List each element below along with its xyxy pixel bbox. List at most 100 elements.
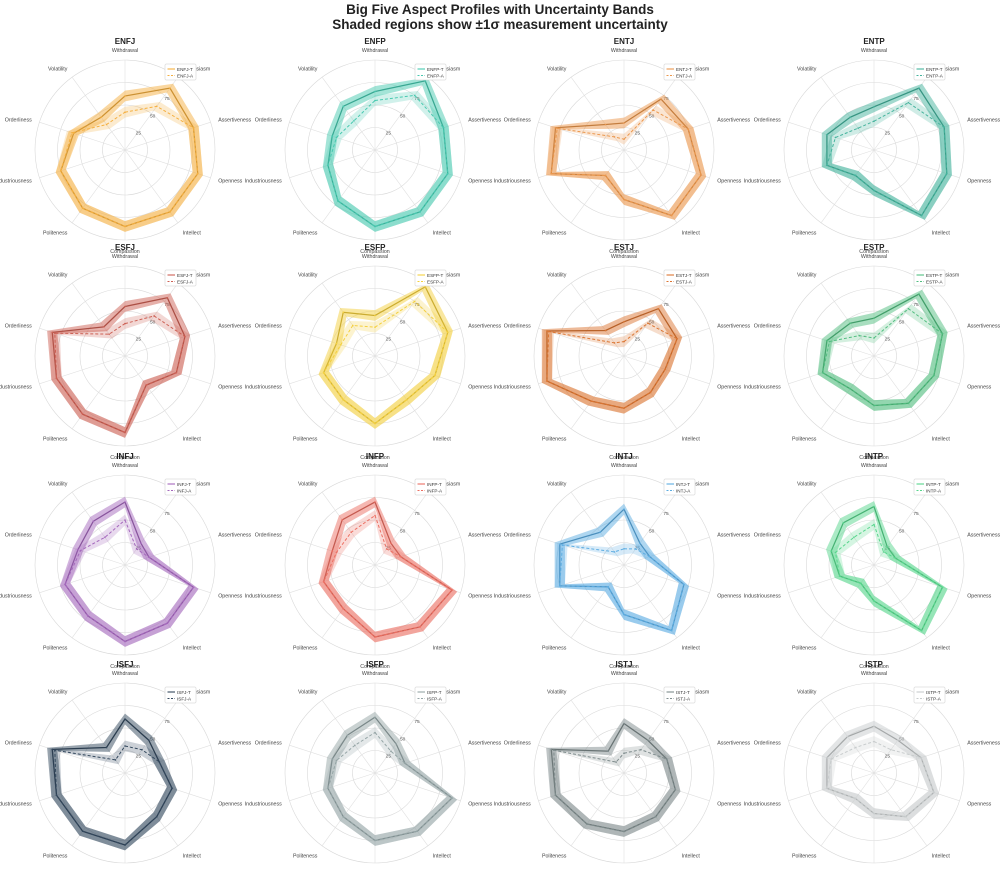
data-point xyxy=(873,812,875,815)
data-point xyxy=(100,116,102,119)
radar-panel-entp: ENTP Withdrawal Enthusiasm Assertiveness Ope… xyxy=(744,37,1000,255)
data-point xyxy=(846,735,849,738)
data-point xyxy=(842,521,845,524)
data-point xyxy=(920,214,923,217)
series-enfj-a xyxy=(55,101,203,232)
data-point xyxy=(652,109,654,111)
uncertainty-band xyxy=(49,311,191,438)
grid-spoke xyxy=(623,283,678,357)
data-point xyxy=(374,225,376,228)
data-point xyxy=(446,331,449,334)
data-point xyxy=(135,548,138,550)
data-point xyxy=(907,402,910,405)
axis-label: Industriousness xyxy=(0,801,32,807)
axis-label: Industriousness xyxy=(245,801,282,807)
axis-label: Enthusiasm xyxy=(932,690,960,696)
grid-spoke xyxy=(374,77,429,151)
data-point xyxy=(87,615,89,617)
data-point xyxy=(857,127,859,129)
grid-spoke xyxy=(321,149,376,223)
data-point xyxy=(873,523,875,526)
data-point xyxy=(192,126,195,129)
data-point xyxy=(124,431,126,434)
data-point xyxy=(830,758,832,760)
series-istp-a xyxy=(821,736,940,822)
axis-label: Volatility xyxy=(797,482,817,488)
uncertainty-band xyxy=(830,519,948,635)
panel-title: INFJ xyxy=(116,452,133,461)
data-point xyxy=(873,337,875,339)
axis-label: Assertiveness xyxy=(717,118,750,124)
data-point xyxy=(124,519,126,521)
axis-label: Compassion xyxy=(859,664,888,670)
data-point xyxy=(92,520,95,523)
grid-spoke xyxy=(623,149,678,223)
figure-title: Big Five Aspect Profiles with Uncertaint… xyxy=(346,2,654,17)
radar-panel-infp: INFP Withdrawal Enthusiasm Assertiveness Ope… xyxy=(245,452,502,670)
data-point xyxy=(599,531,601,534)
data-point xyxy=(153,315,155,317)
grid-spoke xyxy=(124,492,179,566)
data-point xyxy=(873,120,875,122)
axis-label: Withdrawal xyxy=(611,48,637,54)
grid-spoke xyxy=(321,564,376,638)
data-point xyxy=(873,189,875,192)
data-point xyxy=(124,501,126,503)
data-point xyxy=(374,90,376,93)
legend-label: ESTJ-A xyxy=(676,279,693,284)
axis-label: Compassion xyxy=(110,455,139,461)
r-tick-label: 75 xyxy=(164,719,170,725)
legend-label: ENTP-A xyxy=(926,73,944,78)
data-point xyxy=(124,745,126,747)
axis-label: Orderliness xyxy=(5,118,32,124)
data-point xyxy=(623,508,625,511)
axis-label: Industriousness xyxy=(0,178,32,184)
axis-label: Orderliness xyxy=(504,324,531,330)
data-point xyxy=(451,797,453,799)
data-point xyxy=(446,172,449,175)
data-point xyxy=(647,739,649,742)
data-point xyxy=(553,749,555,751)
data-point xyxy=(124,225,126,228)
axis-label: Politeness xyxy=(542,436,567,442)
grid-spoke xyxy=(570,355,625,429)
data-point xyxy=(700,174,702,176)
grid-spoke xyxy=(124,355,211,385)
legend-label: ESTP-A xyxy=(926,279,944,284)
data-point xyxy=(158,761,161,763)
data-point xyxy=(374,731,376,734)
legend-label: ISFP-T xyxy=(427,690,442,695)
data-point xyxy=(547,330,550,333)
axis-label: Politeness xyxy=(43,853,68,859)
axis-label: Industriousness xyxy=(494,593,531,599)
axis-label: Enthusiasm xyxy=(682,273,710,279)
r-tick-label: 25 xyxy=(885,754,891,760)
axis-label: Orderliness xyxy=(255,324,282,330)
data-point xyxy=(647,322,649,325)
grid-spoke xyxy=(538,355,625,385)
data-point xyxy=(374,839,376,842)
panel-title: ENTJ xyxy=(614,37,634,46)
data-point xyxy=(897,739,899,742)
axis-label: Enthusiasm xyxy=(183,273,211,279)
axis-label: Enthusiasm xyxy=(183,482,211,488)
data-point xyxy=(834,551,837,554)
grid-spoke xyxy=(321,283,376,357)
axis-label: Withdrawal xyxy=(112,254,138,260)
axis-label: Openness xyxy=(967,593,991,599)
axis-label: Volatility xyxy=(797,690,817,696)
data-point xyxy=(327,787,329,790)
data-point xyxy=(148,739,150,742)
grid-spoke xyxy=(623,492,678,566)
data-point xyxy=(390,542,392,544)
data-point xyxy=(590,400,592,402)
data-point xyxy=(660,98,662,100)
axis-label: Openness xyxy=(218,384,242,390)
axis-label: Assertiveness xyxy=(967,324,1000,330)
data-point xyxy=(374,716,376,718)
series-istj-a xyxy=(548,745,681,837)
uncertainty-band xyxy=(817,289,948,411)
legend-label: ENFJ-A xyxy=(177,73,194,78)
grid-spoke xyxy=(538,536,625,566)
